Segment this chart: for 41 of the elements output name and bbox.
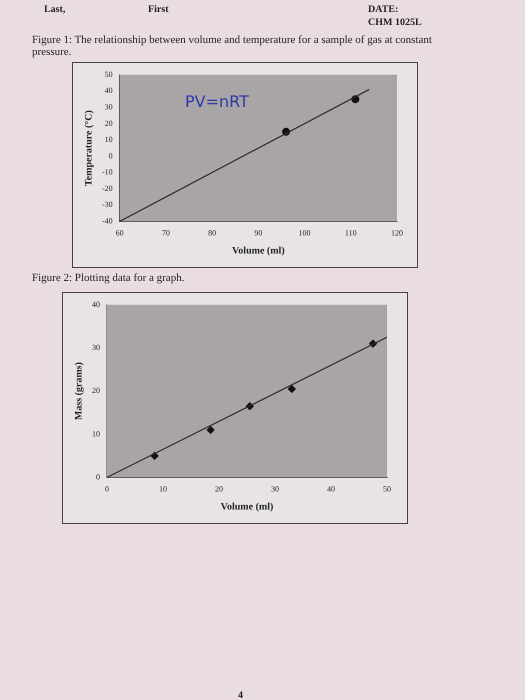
x-axis-title: Volume (ml): [232, 246, 285, 257]
x-tick-label: 50: [383, 484, 391, 494]
x-tick-label: 10: [159, 484, 167, 494]
y-axis-title: Mass (grams): [74, 362, 85, 420]
x-tick-label: 90: [254, 228, 262, 238]
x-tick-label: 120: [391, 228, 403, 238]
x-tick-label: 80: [208, 228, 216, 238]
x-tick-label: 20: [215, 484, 223, 494]
annotation: PV=nRT: [185, 92, 249, 111]
x-tick-label: 110: [344, 228, 357, 238]
text: 4: [238, 690, 243, 700]
y-tick-label: 40: [92, 300, 100, 309]
y-tick-label: 0: [96, 472, 100, 482]
point: [206, 426, 215, 434]
x-axis-title: Volume (ml): [220, 502, 274, 513]
point: [288, 384, 296, 393]
chart-title: Figure 1: The relationship between volume and temperature for a sample of gas at constant pressure.: [32, 34, 433, 58]
text: CHM 1025L: [368, 17, 422, 28]
y-tick-label: 50: [104, 70, 113, 79]
y-tick-label: -10: [102, 168, 113, 177]
x-tick-label: 30: [271, 484, 279, 494]
y-axis-title: Temperature (°C): [84, 110, 95, 186]
y-tick-label: 0: [108, 151, 113, 160]
chart-title: Figure 2: Plotting data for a graph.: [32, 272, 186, 284]
text: DATE:: [368, 4, 398, 15]
y-tick-label: -30: [102, 200, 113, 210]
x-tick-label: 40: [327, 484, 335, 494]
x-tick-label: 100: [298, 228, 311, 238]
text: Last,: [44, 4, 66, 15]
x-tick-label: 60: [116, 228, 124, 238]
y-tick-label: -40: [102, 216, 113, 226]
x-tick-label: 70: [162, 228, 170, 238]
y-tick-label: 10: [104, 135, 113, 144]
y-tick-label: 20: [104, 118, 113, 128]
y-tick-label: 10: [92, 429, 100, 438]
y-tick-label: 30: [92, 343, 100, 352]
y-tick-label: 40: [104, 86, 113, 96]
y-tick-label: -20: [102, 184, 113, 193]
text: First: [148, 4, 169, 15]
y-tick-label: 30: [104, 102, 113, 112]
y-tick-label: 20: [92, 386, 100, 396]
